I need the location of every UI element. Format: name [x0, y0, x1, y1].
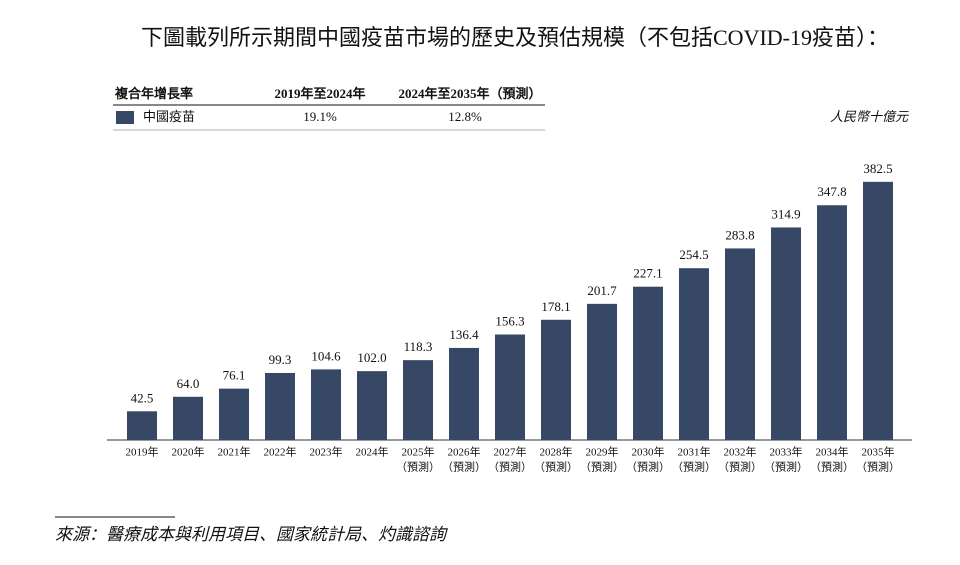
x-tick-label: 2031年 [678, 445, 711, 459]
bar [771, 227, 801, 440]
x-tick-label: （預測） [488, 460, 532, 474]
x-tick-label: 2025年 [402, 445, 435, 459]
value-label: 283.8 [725, 227, 754, 242]
x-tick-label: （預測） [764, 460, 808, 474]
x-tick-label: 2019年 [126, 445, 159, 459]
x-tick-label: （預測） [718, 460, 762, 474]
x-tick-label: 2028年 [540, 445, 573, 459]
value-label: 76.1 [223, 368, 246, 383]
x-tick-label: 2021年 [218, 445, 251, 459]
value-label: 382.5 [863, 161, 892, 176]
legend-swatch [116, 111, 134, 124]
bar [725, 248, 755, 440]
x-tick-label: 2029年 [586, 445, 619, 459]
legend-label: 中國疫苗 [143, 109, 195, 124]
table-cell: 19.1% [303, 109, 337, 124]
x-tick-label: （預測） [580, 460, 624, 474]
value-label: 64.0 [177, 376, 200, 391]
bar [127, 411, 157, 440]
value-label: 314.9 [771, 206, 800, 221]
value-label: 104.6 [311, 348, 341, 363]
table-header: 2019年至2024年 [274, 86, 365, 101]
bar [817, 205, 847, 440]
x-tick-label: 2033年 [770, 445, 803, 459]
table-header: 2024年至2035年（預測） [398, 86, 541, 101]
value-label: 136.4 [449, 327, 479, 342]
x-tick-label: （預測） [534, 460, 578, 474]
x-tick-label: 2032年 [724, 445, 757, 459]
value-label: 42.5 [131, 390, 154, 405]
source-note: 來源：醫療成本與利用項目、國家統計局、灼識諮詢 [55, 525, 448, 544]
bar [679, 268, 709, 440]
bar [173, 396, 203, 440]
table-header: 複合年增長率 [114, 86, 193, 101]
value-label: 347.8 [817, 184, 846, 199]
value-label: 178.1 [541, 299, 570, 314]
bar [357, 371, 387, 440]
unit-label: 人民幣十億元 [830, 109, 909, 124]
x-tick-label: 2023年 [310, 445, 343, 459]
bar [219, 388, 249, 440]
x-tick-label: 2035年 [862, 445, 895, 459]
bar [495, 334, 525, 440]
bar [541, 319, 571, 440]
x-tick-label: 2024年 [356, 445, 389, 459]
x-tick-label: 2020年 [172, 445, 205, 459]
x-tick-label: （預測） [856, 460, 900, 474]
bar [587, 303, 617, 440]
x-tick-label: （預測） [626, 460, 670, 474]
bar [863, 181, 893, 440]
value-label: 227.1 [633, 266, 662, 281]
x-tick-label: 2027年 [494, 445, 527, 459]
value-label: 254.5 [679, 247, 708, 262]
bar [449, 347, 479, 440]
chart-title: 下圖載列所示期間中國疫苗市場的歷史及預估規模（不包括COVID-19疫苗）： [141, 25, 889, 50]
table-cell: 12.8% [448, 109, 482, 124]
x-tick-label: （預測） [442, 460, 486, 474]
x-tick-label: （預測） [672, 460, 716, 474]
x-tick-label: 2034年 [816, 445, 849, 459]
bar [311, 369, 341, 440]
x-tick-label: 2022年 [264, 445, 297, 459]
bar [403, 360, 433, 440]
bar [265, 372, 295, 440]
value-label: 118.3 [404, 339, 433, 354]
value-label: 201.7 [587, 283, 617, 298]
x-tick-label: 2030年 [632, 445, 665, 459]
value-label: 99.3 [269, 352, 292, 367]
x-tick-label: 2026年 [448, 445, 481, 459]
x-tick-label: （預測） [810, 460, 854, 474]
value-label: 156.3 [495, 313, 524, 328]
value-label: 102.0 [357, 350, 386, 365]
x-tick-label: （預測） [396, 460, 440, 474]
bar [633, 286, 663, 440]
